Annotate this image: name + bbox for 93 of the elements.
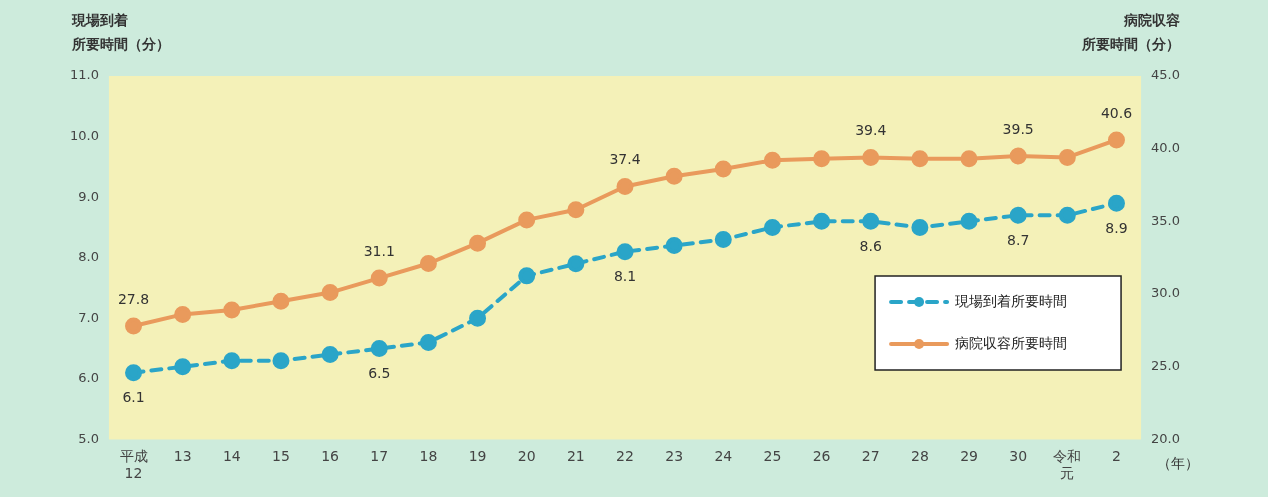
point xyxy=(1058,206,1076,224)
point xyxy=(419,255,437,273)
data-label: 39.5 xyxy=(1002,120,1034,137)
point xyxy=(911,150,929,168)
data-label: 39.4 xyxy=(855,122,887,139)
x-tick-label: 25 xyxy=(763,448,782,465)
point xyxy=(321,346,339,364)
point xyxy=(370,340,388,358)
x-tick-label: 19 xyxy=(468,448,487,465)
y-tick-label: 10.0 xyxy=(69,127,99,143)
x-tick-label: 20 xyxy=(517,448,536,465)
x-tick-label: 30 xyxy=(1009,448,1028,465)
point xyxy=(567,255,585,273)
y-tick-label: 7.0 xyxy=(78,309,99,325)
data-label: 8.1 xyxy=(613,268,637,285)
point xyxy=(125,317,143,335)
x-tick-label: 29 xyxy=(960,448,978,465)
point xyxy=(665,237,683,255)
point xyxy=(1107,131,1125,149)
y-tick-label: 6.0 xyxy=(78,370,99,386)
data-label: 37.4 xyxy=(609,151,641,168)
x-tick-label: 13 xyxy=(173,448,192,465)
point xyxy=(763,151,781,169)
y-tick-label: 11.0 xyxy=(69,67,99,83)
point xyxy=(960,150,978,168)
point xyxy=(813,212,831,230)
y2-axis-title: 病院収容所要時間（分） xyxy=(1081,11,1180,52)
data-label: 6.1 xyxy=(122,389,145,406)
point xyxy=(370,269,388,287)
point xyxy=(1009,206,1027,224)
point xyxy=(616,177,634,195)
data-label: 27.8 xyxy=(117,290,150,307)
data-label: 8.6 xyxy=(859,238,882,254)
point xyxy=(174,305,192,323)
data-label: 8.9 xyxy=(1105,219,1128,236)
legend-label: 病院収容所要時間 xyxy=(955,334,1068,351)
data-label: 40.6 xyxy=(1100,104,1133,121)
point xyxy=(862,148,880,166)
point xyxy=(125,364,143,382)
point xyxy=(714,231,732,249)
y2-tick-label: 20.0 xyxy=(1151,430,1181,446)
point xyxy=(763,218,781,236)
point xyxy=(223,301,241,319)
point xyxy=(665,167,683,185)
x-tick-label: 26 xyxy=(812,448,831,465)
point xyxy=(1107,194,1125,212)
point xyxy=(862,212,880,230)
x-tick-label: 23 xyxy=(665,448,684,465)
point xyxy=(469,309,487,327)
data-label: 8.7 xyxy=(1007,231,1030,248)
y-tick-label: 5.0 xyxy=(78,430,99,446)
point xyxy=(1058,148,1076,166)
point xyxy=(272,292,290,310)
x-tick-label: 24 xyxy=(714,448,733,465)
x-tick-label: 平成12 xyxy=(119,448,148,482)
y-tick-label: 8.0 xyxy=(78,249,99,265)
data-label: 6.5 xyxy=(368,365,391,382)
y2-tick-label: 40.0 xyxy=(1151,140,1181,156)
x-tick-label: 21 xyxy=(566,448,585,465)
y-axis-title: 現場到着所要時間（分） xyxy=(71,11,170,52)
y2-tick-label: 45.0 xyxy=(1151,67,1181,83)
point xyxy=(911,218,929,236)
x-tick-label: 27 xyxy=(861,448,880,465)
point xyxy=(223,352,241,370)
point xyxy=(469,234,487,252)
point xyxy=(518,211,536,229)
x-tick-label: 17 xyxy=(370,448,389,465)
point xyxy=(813,150,831,168)
x-tick-label: 2 xyxy=(1112,448,1121,465)
x-tick-label: 22 xyxy=(616,448,634,465)
point xyxy=(714,160,732,178)
y-tick-label: 9.0 xyxy=(78,188,99,204)
point xyxy=(518,267,536,285)
y2-tick-label: 35.0 xyxy=(1151,212,1181,228)
point xyxy=(321,284,339,302)
point xyxy=(174,358,192,376)
x-axis-title: （年） xyxy=(1157,455,1200,472)
data-label: 31.1 xyxy=(363,242,395,259)
point xyxy=(616,243,634,261)
point xyxy=(567,201,585,219)
point xyxy=(419,333,437,351)
y2-tick-label: 30.0 xyxy=(1151,285,1181,301)
y2-tick-label: 25.0 xyxy=(1151,358,1181,374)
x-tick-label: 28 xyxy=(910,448,929,465)
x-tick-label: 18 xyxy=(419,448,438,465)
x-tick-label: 15 xyxy=(272,448,290,465)
legend-label: 現場到着所要時間 xyxy=(955,292,1068,309)
point xyxy=(960,212,978,230)
point xyxy=(272,352,290,370)
x-tick-label: 16 xyxy=(321,448,340,465)
x-tick-label: 令和元 xyxy=(1053,448,1082,482)
point xyxy=(1009,147,1027,165)
x-tick-label: 14 xyxy=(222,448,241,465)
